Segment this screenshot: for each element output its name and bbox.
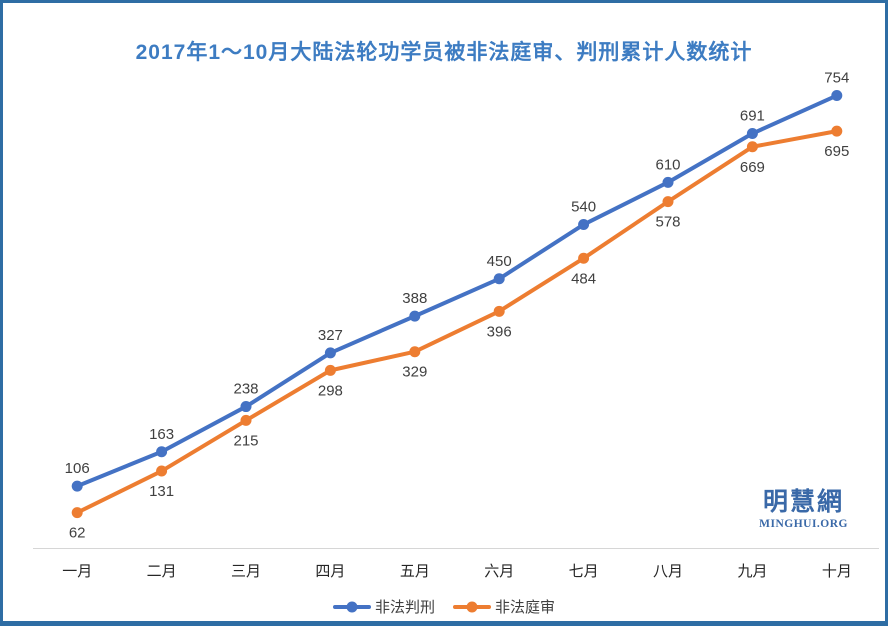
data-point <box>746 141 758 153</box>
x-axis-label: 四月 <box>315 563 346 580</box>
chart-legend: 非法判刑 非法庭审 <box>3 596 885 617</box>
legend-dot-marker-orange <box>466 601 478 612</box>
legend-item-sentenced: 非法判刑 <box>332 596 435 617</box>
legend-line-marker-orange <box>453 601 491 612</box>
data-point <box>71 507 83 519</box>
data-point-label: 610 <box>655 156 680 173</box>
legend-line-marker-blue <box>332 601 371 612</box>
data-point <box>71 480 83 492</box>
x-axis-label: 六月 <box>484 563 515 580</box>
watermark-chinese-text: 明慧網 <box>763 489 845 516</box>
data-point <box>409 310 421 322</box>
data-point-label: 62 <box>69 525 86 542</box>
data-point-label: 131 <box>149 483 174 500</box>
data-point <box>156 446 168 458</box>
data-point-label: 578 <box>655 214 680 231</box>
data-point-label: 163 <box>149 426 174 443</box>
data-point-label: 450 <box>487 253 512 270</box>
x-axis-labels: 一月 二月 三月 四月 五月 六月 七月 八月 九月 十月 <box>35 560 879 581</box>
data-point <box>831 90 843 102</box>
data-point <box>240 414 252 426</box>
data-point-label: 754 <box>824 70 849 87</box>
x-axis-label: 三月 <box>231 563 262 580</box>
chart-title: 2017年1～10月大陆法轮功学员被非法庭审、判刑累计人数统计 <box>135 41 753 64</box>
series-line-0 <box>75 93 839 489</box>
x-axis-label: 八月 <box>653 563 684 580</box>
data-point <box>324 364 336 376</box>
data-point <box>746 128 758 140</box>
x-axis-label: 五月 <box>399 563 430 580</box>
data-point <box>156 465 168 477</box>
data-point <box>662 196 674 208</box>
data-point-label: 238 <box>233 381 258 398</box>
data-point-label: 396 <box>487 323 512 340</box>
data-point <box>493 273 505 285</box>
x-axis-label: 一月 <box>62 563 93 580</box>
data-point <box>662 176 674 188</box>
data-point <box>831 125 843 137</box>
watermark-latin-text: MINGHUI.ORG <box>759 518 848 531</box>
x-axis-label: 十月 <box>821 563 852 580</box>
data-point-label: 388 <box>402 290 427 307</box>
data-point-label: 106 <box>65 460 90 477</box>
data-point <box>493 305 505 317</box>
chart-canvas: 106 163 238 327 388 450 540 610 691 754 62 131 215 29… <box>65 70 850 542</box>
legend-item-tried: 非法庭审 <box>453 596 555 617</box>
data-point-label: 215 <box>233 432 258 449</box>
series-line-1 <box>75 129 839 515</box>
x-axis-label: 九月 <box>737 563 768 580</box>
data-point <box>240 401 252 413</box>
data-point-label: 691 <box>740 108 765 125</box>
minghui-watermark-logo: 明慧網 MINGHUI.ORG <box>759 489 848 531</box>
data-point <box>578 219 590 231</box>
legend-label: 非法庭审 <box>495 599 556 616</box>
data-point-label: 327 <box>318 327 343 344</box>
data-point <box>578 252 590 264</box>
x-axis-line <box>33 548 879 549</box>
x-axis-label: 七月 <box>568 563 599 580</box>
data-point <box>324 347 336 359</box>
data-point-label: 329 <box>402 364 427 381</box>
data-point-label: 669 <box>740 159 765 176</box>
data-point-label: 695 <box>824 143 849 160</box>
data-point-label: 484 <box>571 270 596 287</box>
x-axis-label: 二月 <box>146 563 177 580</box>
legend-label: 非法判刑 <box>374 599 435 616</box>
data-point-label: 298 <box>318 382 343 399</box>
legend-dot-marker-blue <box>346 601 358 612</box>
data-point-label: 540 <box>571 199 596 216</box>
data-point <box>409 346 421 358</box>
